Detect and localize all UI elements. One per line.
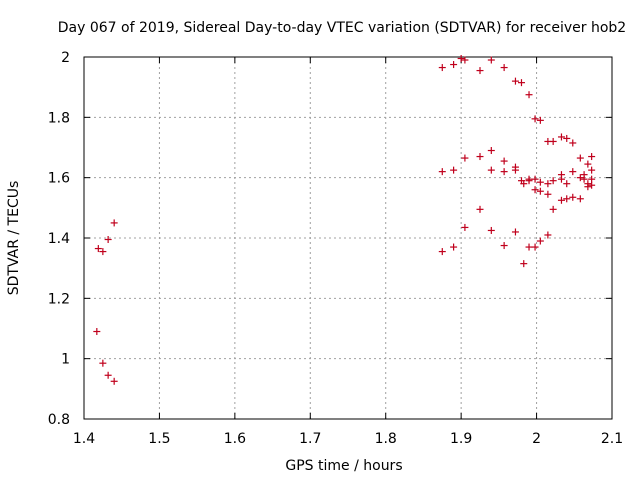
data-point [438, 248, 446, 256]
data-point [450, 243, 458, 251]
data-point [110, 219, 118, 227]
data-point [500, 157, 508, 165]
data-point [563, 180, 571, 188]
data-point [476, 205, 484, 213]
data-point [461, 154, 469, 162]
data-point [588, 175, 596, 183]
y-tick-label: 0.8 [48, 412, 70, 428]
data-point [584, 160, 592, 168]
data-point [438, 64, 446, 72]
data-point [544, 180, 552, 188]
data-point [536, 187, 544, 195]
data-point [450, 61, 458, 69]
y-tick-label: 1.2 [48, 291, 70, 307]
data-point [450, 166, 458, 174]
data-point [525, 91, 533, 99]
data-point [461, 56, 469, 64]
data-point [511, 166, 519, 174]
data-point [487, 147, 495, 155]
data-point [104, 236, 112, 244]
data-point [476, 67, 484, 75]
data-point [461, 223, 469, 231]
data-point [563, 134, 571, 142]
x-tick-label: 2.1 [601, 431, 623, 447]
data-point [531, 115, 539, 123]
y-tick-label: 1.8 [48, 110, 70, 126]
x-axis-label: GPS time / hours [285, 458, 402, 474]
data-point [557, 175, 565, 183]
data-point [511, 228, 519, 236]
grid-lines [84, 57, 612, 419]
data-point [500, 242, 508, 250]
data-point [536, 178, 544, 186]
axis-ticks [83, 56, 613, 420]
data-point [511, 77, 519, 85]
data-point [576, 174, 584, 182]
y-tick-label: 1.6 [48, 171, 70, 187]
data-point [563, 195, 571, 203]
data-point [576, 154, 584, 162]
data-point [93, 328, 101, 336]
data-point [569, 193, 577, 201]
y-axis-label: SDTVAR / TECUs [6, 181, 22, 296]
data-point [487, 56, 495, 64]
x-tick-labels: 1.4 1.5 1.6 1.7 1.8 1.9 2 2.1 [73, 431, 623, 447]
data-point [584, 183, 592, 191]
data-point [549, 137, 557, 145]
data-point [569, 168, 577, 176]
x-tick-label: 2 [532, 431, 541, 447]
x-tick-label: 1.4 [73, 431, 95, 447]
data-point [94, 245, 102, 253]
chart-title: Day 067 of 2019, Sidereal Day-to-day VTE… [58, 20, 626, 36]
data-point [525, 243, 533, 251]
data-point [576, 195, 584, 203]
x-tick-label: 1.6 [224, 431, 246, 447]
data-point [99, 359, 107, 367]
data-point [520, 180, 528, 188]
plot-frame [83, 56, 613, 420]
data-point [557, 196, 565, 204]
data-point [569, 139, 577, 147]
data-point [557, 133, 565, 141]
y-tick-labels: 0.8 1 1.2 1.4 1.6 1.8 2 [48, 50, 70, 428]
x-tick-label: 1.9 [450, 431, 472, 447]
data-point [531, 243, 539, 251]
data-point [487, 226, 495, 234]
data-point [487, 166, 495, 174]
data-point [544, 190, 552, 198]
x-tick-label: 1.8 [375, 431, 397, 447]
y-tick-label: 1.4 [48, 231, 70, 247]
data-point [544, 231, 552, 239]
data-point [588, 181, 596, 189]
data-point [525, 177, 533, 185]
data-point [500, 64, 508, 72]
data-point [531, 175, 539, 183]
data-points [93, 55, 596, 385]
data-point [588, 166, 596, 174]
data-point [520, 260, 528, 268]
data-point [517, 79, 525, 87]
y-tick-label: 1 [61, 352, 70, 368]
x-tick-label: 1.5 [148, 431, 170, 447]
data-point [536, 116, 544, 124]
y-tick-label: 2 [61, 50, 70, 66]
data-point [457, 55, 465, 63]
data-point [531, 186, 539, 194]
data-point [536, 237, 544, 245]
data-point [580, 171, 588, 179]
data-point [500, 168, 508, 176]
data-point [549, 205, 557, 213]
data-point [104, 371, 112, 379]
data-point [438, 168, 446, 176]
data-point [549, 177, 557, 185]
x-tick-label: 1.7 [299, 431, 321, 447]
data-point [110, 377, 118, 385]
data-point [99, 248, 107, 256]
data-point [476, 153, 484, 161]
data-point [588, 153, 596, 161]
